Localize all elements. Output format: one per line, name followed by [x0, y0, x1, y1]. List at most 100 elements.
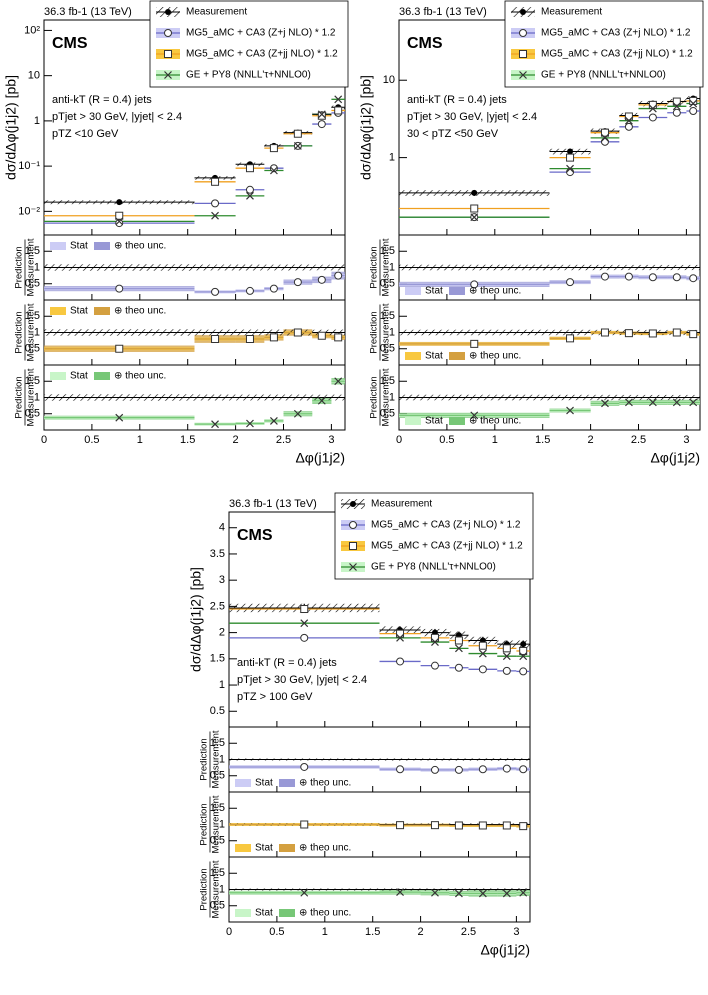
ratio-legend-label: ⊕ theo unc. [299, 778, 351, 789]
ratio-point [211, 335, 220, 343]
legend-marker [520, 9, 526, 15]
legend-label: MG5_aMC + CA3 (Z+j NLO) * 1.2 [186, 28, 336, 39]
legend-swatch [50, 372, 66, 380]
y-tick-label: 1 [389, 391, 395, 403]
ratio-point [566, 278, 575, 287]
ratio-legend-label: Stat [70, 371, 88, 382]
data-point [116, 199, 123, 206]
data-point [300, 619, 309, 628]
legend-label: Measurement [541, 7, 602, 18]
data-point [211, 211, 219, 220]
y-tick-label: 1 [219, 753, 225, 765]
legend-swatch [50, 242, 66, 250]
ratio-y-label: Measurement [211, 860, 222, 918]
legend-box [504, 0, 704, 88]
data-point [470, 213, 479, 222]
y-tick-label: 0.5 [210, 900, 225, 912]
data-point [519, 646, 528, 655]
legend-marker [519, 29, 527, 37]
legend-swatch [94, 307, 110, 315]
legend-swatch [94, 372, 110, 380]
ratio-point [430, 821, 439, 830]
ratio-legend-label: Stat [70, 241, 88, 252]
data-point [566, 164, 574, 173]
legend-marker [164, 50, 172, 58]
ratio-legend-label: ⊕ theo unc. [299, 908, 351, 919]
ratio-y-label: Measurement [26, 303, 37, 361]
ratio-point [689, 330, 698, 339]
legend-box [334, 492, 534, 580]
y-tick-label: 0.5 [25, 343, 40, 355]
y-tick-label: 2 [219, 627, 225, 639]
ratio-point [672, 328, 681, 337]
y-tick-label: 1 [34, 326, 40, 338]
y-tick-label: 0.5 [25, 278, 40, 290]
ratio-point [334, 377, 343, 386]
data-point [478, 665, 487, 674]
x-tick-label: 2 [418, 926, 424, 938]
data-point [689, 99, 698, 108]
ratio-point [519, 765, 528, 774]
legend-swatch [50, 307, 66, 315]
ratio-legend-label: Stat [255, 778, 273, 789]
data-point [430, 661, 439, 670]
x-tick-label: 1 [322, 926, 328, 938]
y-tick-label: 1.5 [25, 310, 40, 322]
x-tick-label: 3 [328, 434, 334, 446]
ratio-point [478, 765, 487, 774]
x-tick-label: 0.5 [84, 434, 99, 446]
ratio-point [293, 409, 302, 418]
ratio-point [454, 765, 463, 774]
ratio-y-label: Prediction [199, 738, 210, 780]
ratio-point [519, 822, 528, 831]
x-tick-label: 1 [492, 434, 498, 446]
cms-label: CMS [407, 35, 443, 52]
ratio-point [269, 284, 278, 293]
ratio-point [334, 271, 343, 280]
ratio-point [115, 413, 124, 422]
y-tick-label: 0.5 [210, 705, 225, 717]
data-point [689, 96, 698, 105]
ratio-point [648, 329, 657, 338]
x-tick-label: 0.5 [269, 926, 284, 938]
data-point [519, 667, 528, 676]
y-tick-label: 1 [389, 152, 395, 164]
legend-label: GE + PY8 (NNLL'τ+NNLO0) [371, 562, 496, 573]
ratio-y-label: Prediction [14, 376, 25, 418]
ratio-point [470, 411, 479, 420]
ratio-y-label: Prediction [369, 246, 380, 288]
data-point [334, 95, 343, 104]
legend-box [149, 0, 349, 88]
ratio-point [396, 765, 405, 774]
annotation: pTjet > 30 GeV, |yjet| < 2.4 [237, 674, 367, 686]
y-tick-label: 1 [34, 115, 40, 127]
ratio-y-label: Measurement [211, 795, 222, 853]
ratio-point [396, 821, 405, 830]
ratio-legend-label: ⊕ theo unc. [114, 241, 166, 252]
data-point [624, 116, 633, 125]
data-point [566, 168, 575, 177]
data-point [334, 106, 343, 115]
data-point [600, 128, 609, 137]
ratio-point [211, 287, 220, 296]
y-tick-label: 1.5 [210, 653, 225, 665]
y-tick-label: 0.5 [380, 278, 395, 290]
data-point [502, 652, 511, 661]
ratio-point [245, 335, 254, 343]
ratio-point [470, 280, 479, 289]
ratio-point [115, 344, 124, 353]
annotation: anti-kT (R = 0.4) jets [52, 94, 152, 106]
y-tick-label: 1.5 [210, 867, 225, 879]
y-tick-label: 0.5 [210, 770, 225, 782]
data-point [300, 605, 309, 614]
x-tick-label: 1 [137, 434, 143, 446]
legend-swatch [405, 352, 421, 360]
data-point [211, 199, 220, 208]
legend-marker [349, 521, 357, 529]
legend-marker [350, 501, 356, 507]
ratio-y-label: Prediction [199, 868, 210, 910]
ratio-point [624, 398, 633, 407]
ratio-legend-label: Stat [425, 416, 443, 427]
legend-swatch [449, 287, 465, 295]
ratio-point [600, 272, 609, 281]
